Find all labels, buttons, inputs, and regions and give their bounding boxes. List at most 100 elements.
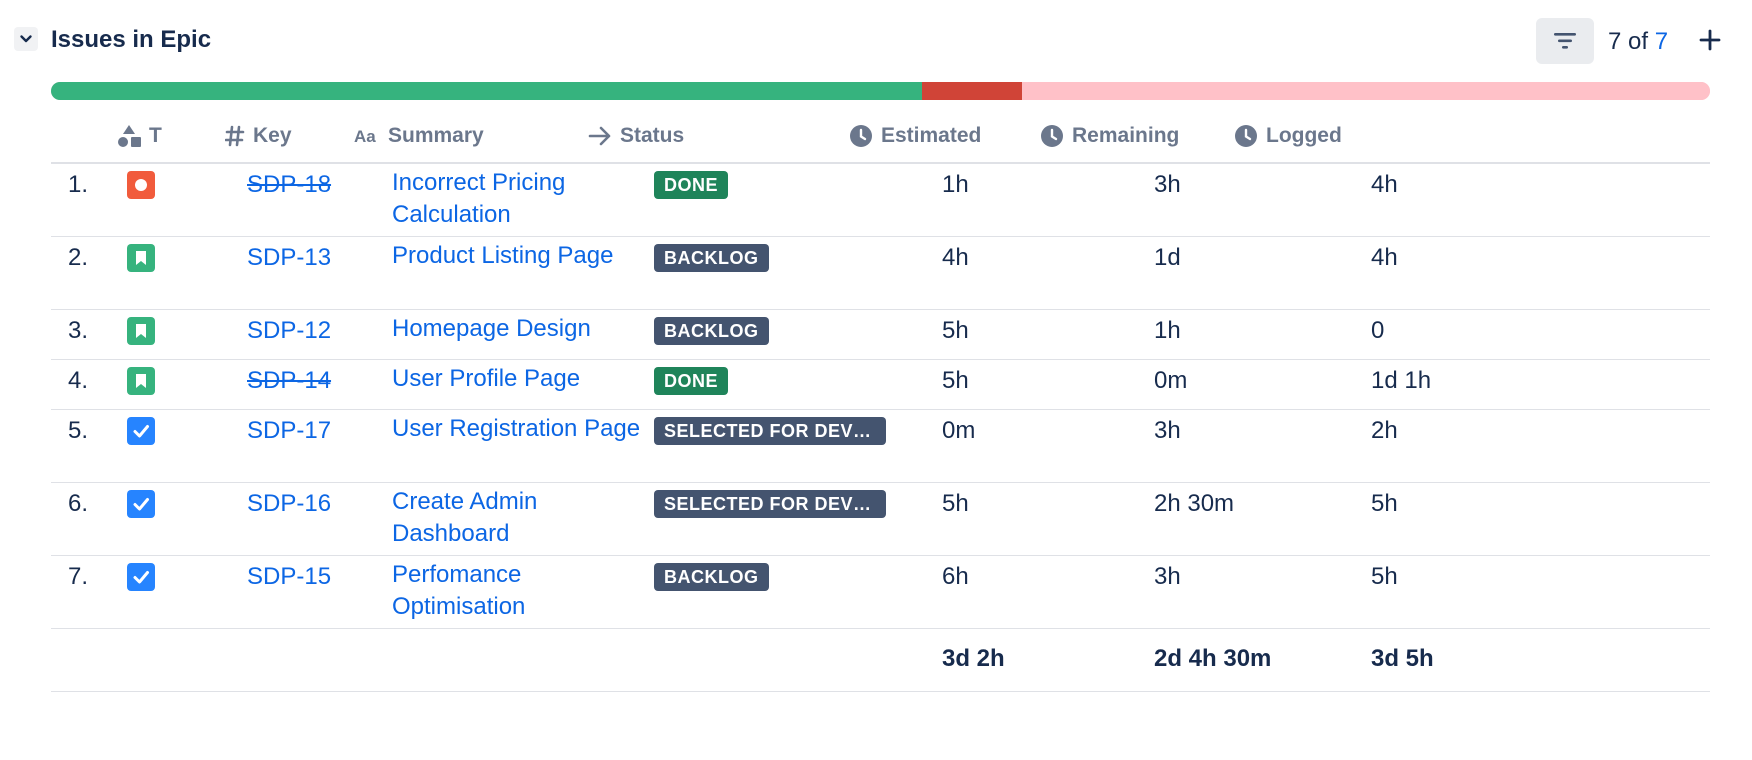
estimated-value: 5h [942, 490, 969, 517]
issue-summary-link[interactable]: Product Listing Page [392, 242, 614, 269]
story-icon [127, 367, 155, 395]
column-label-estimated: Estimated [881, 124, 982, 147]
status-lozenge[interactable]: BACKLOG [654, 244, 769, 272]
column-label-remaining: Remaining [1072, 124, 1180, 147]
column-header-status[interactable]: Status [588, 110, 684, 162]
row-number: 4. [68, 367, 89, 394]
remaining-value: 0m [1154, 367, 1188, 394]
clock-icon [850, 125, 872, 147]
filter-button[interactable] [1536, 18, 1594, 64]
estimated-value: 6h [942, 563, 969, 590]
column-label-type: T [149, 124, 162, 147]
row-number: 3. [68, 317, 89, 344]
bug-icon [127, 171, 155, 199]
estimated-value: 5h [942, 367, 969, 394]
row-number: 7. [68, 563, 89, 590]
issue-summary-link[interactable]: Create Admin Dashboard [392, 488, 538, 547]
progress-overrun-segment [921, 82, 1022, 100]
table-header: T Key Aa Summary Status [51, 110, 1710, 164]
status-lozenge[interactable]: SELECTED FOR DEVE... [654, 490, 886, 518]
remaining-value: 3h [1154, 171, 1181, 198]
remaining-value: 3h [1154, 417, 1181, 444]
logged-value: 2h [1371, 417, 1398, 444]
remaining-value: 1h [1154, 317, 1181, 344]
table-row[interactable]: 4. SDP-14 User Profile Page DONE 5h 0m 1d 1h [51, 360, 1710, 410]
hash-icon [225, 125, 245, 147]
row-number: 1. [68, 171, 89, 198]
table-row[interactable]: 1. SDP-18 Incorrect Pricing Calculation DON… [51, 164, 1710, 237]
issue-key-link[interactable]: SDP-17 [247, 417, 332, 444]
clock-icon [1041, 125, 1063, 147]
logged-value: 5h [1371, 563, 1398, 590]
collapse-toggle[interactable] [14, 27, 38, 51]
row-number: 5. [68, 417, 89, 444]
issue-summary-link[interactable]: Homepage Design [392, 315, 591, 342]
shapes-icon [118, 125, 141, 147]
logged-value: 0 [1371, 317, 1385, 344]
logged-value: 4h [1371, 171, 1398, 198]
story-icon [127, 244, 155, 272]
column-header-type[interactable]: T [117, 110, 162, 162]
estimated-value: 1h [942, 171, 969, 198]
issue-count-total-link[interactable]: 7 [1654, 28, 1669, 55]
progress-done-segment [51, 82, 922, 100]
column-header-summary[interactable]: Aa Summary [354, 110, 484, 162]
logged-value: 5h [1371, 490, 1398, 517]
text-icon: Aa [354, 127, 376, 146]
column-header-logged[interactable]: Logged [1234, 110, 1342, 162]
issues-table: T Key Aa Summary Status [51, 110, 1710, 692]
status-lozenge[interactable]: DONE [654, 367, 729, 395]
issue-count-prefix: 7 of [1608, 28, 1655, 55]
issue-key-link[interactable]: SDP-14 [247, 367, 332, 394]
status-lozenge[interactable]: BACKLOG [654, 317, 769, 345]
issue-summary-link[interactable]: User Registration Page [392, 415, 641, 442]
issue-summary-link[interactable]: User Profile Page [392, 365, 581, 392]
column-label-logged: Logged [1266, 124, 1342, 147]
column-label-status: Status [620, 124, 685, 147]
issue-summary-link[interactable]: Perfomance Optimisation [392, 561, 526, 620]
column-header-key[interactable]: Key [225, 110, 292, 162]
table-row[interactable]: 7. SDP-15 Perfomance Optimisation BACKLOG 6h… [51, 556, 1710, 629]
column-label-summary: Summary [388, 124, 484, 147]
table-row[interactable]: 2. SDP-13 Product Listing Page BACKLOG 4h 1d 4… [51, 237, 1710, 310]
table-row[interactable]: 6. SDP-16 Create Admin Dashboard SELECTED F… [51, 483, 1710, 556]
remaining-value: 1d [1154, 244, 1181, 271]
column-header-estimated[interactable]: Estimated [849, 110, 981, 162]
chevron-down-icon [20, 35, 32, 43]
estimated-value: 0m [942, 417, 976, 444]
remaining-value: 2h 30m [1154, 490, 1235, 517]
table-row[interactable]: 3. SDP-12 Homepage Design BACKLOG 5h 1h 0 [51, 310, 1710, 360]
total-estimated: 3d 2h [942, 645, 1005, 672]
status-lozenge[interactable]: DONE [654, 171, 729, 199]
column-header-remaining[interactable]: Remaining [1040, 110, 1179, 162]
filter-icon [1554, 33, 1576, 49]
remaining-value: 3h [1154, 563, 1181, 590]
story-icon [127, 317, 155, 345]
issue-key-link[interactable]: SDP-12 [247, 317, 332, 344]
issue-summary-link[interactable]: Incorrect Pricing Calculation [392, 169, 566, 228]
total-remaining: 2d 4h 30m [1154, 645, 1272, 672]
logged-value: 1d 1h [1371, 367, 1432, 394]
issue-count: 7 of 7 [1608, 28, 1668, 56]
status-lozenge[interactable]: BACKLOG [654, 563, 769, 591]
task-icon [127, 563, 155, 591]
row-number: 2. [68, 244, 89, 271]
clock-icon [1235, 125, 1257, 147]
status-lozenge[interactable]: SELECTED FOR DEVE... [654, 417, 886, 445]
column-label-key: Key [253, 124, 292, 147]
estimated-value: 5h [942, 317, 969, 344]
svg-text:Aa: Aa [354, 127, 376, 146]
logged-value: 4h [1371, 244, 1398, 271]
issue-key-link[interactable]: SDP-15 [247, 563, 332, 590]
table-row[interactable]: 5. SDP-17 User Registration Page SELECTED F… [51, 410, 1710, 483]
arrow-right-icon [588, 126, 611, 146]
plus-icon [1699, 29, 1721, 51]
panel-title: Issues in Epic [51, 26, 212, 53]
total-logged: 3d 5h [1371, 645, 1434, 672]
issue-key-link[interactable]: SDP-13 [247, 244, 332, 271]
add-issue-button[interactable] [1694, 24, 1726, 56]
issue-key-link[interactable]: SDP-18 [247, 171, 332, 198]
task-icon [127, 490, 155, 518]
issue-key-link[interactable]: SDP-16 [247, 490, 332, 517]
